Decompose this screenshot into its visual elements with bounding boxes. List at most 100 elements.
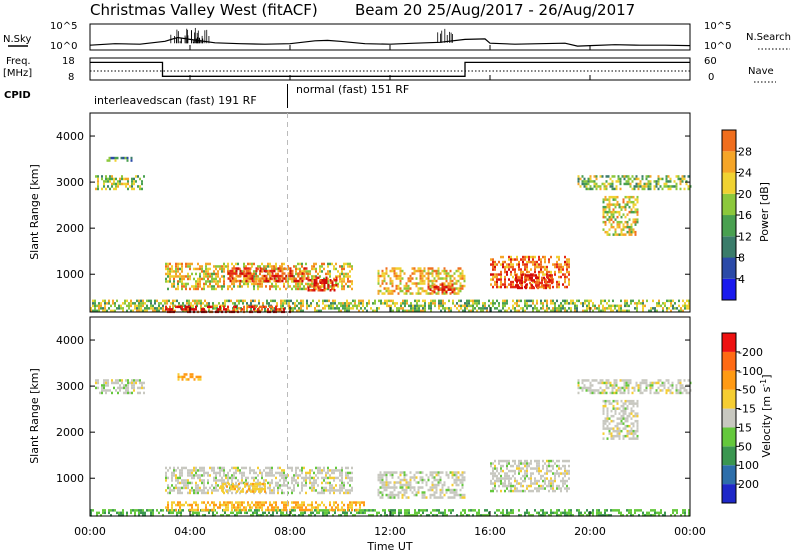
heatmap-cell	[309, 469, 311, 472]
heatmap-cell	[253, 262, 255, 266]
heatmap-cell	[252, 490, 254, 493]
heatmap-cell	[657, 177, 660, 181]
heatmap-cell	[528, 464, 530, 468]
heatmap-cell	[269, 481, 271, 485]
heatmap-cell	[568, 511, 570, 515]
heatmap-cell	[534, 482, 536, 485]
heatmap-cell	[492, 258, 494, 261]
heatmap-cell	[552, 511, 554, 515]
heatmap-cell	[504, 268, 506, 271]
heatmap-cell	[265, 471, 267, 475]
heatmap-cell	[144, 511, 146, 515]
heatmap-cell	[385, 478, 388, 482]
heatmap-cell	[341, 489, 343, 492]
heatmap-cell	[288, 299, 290, 303]
heatmap-cell	[492, 469, 494, 473]
heatmap-cell	[634, 511, 636, 515]
nave-tick-top: 60	[704, 56, 717, 67]
heatmap-cell	[649, 386, 652, 390]
heatmap-cell	[395, 267, 398, 270]
heatmap-cell	[417, 481, 420, 484]
heatmap-cell	[407, 284, 410, 288]
heatmap-cell	[344, 302, 346, 305]
heatmap-cell	[211, 484, 213, 487]
heatmap-cell	[332, 302, 334, 305]
heatmap-cell	[130, 302, 132, 305]
heatmap-cell	[667, 381, 670, 385]
heatmap-cell	[602, 210, 605, 214]
heatmap-cell	[387, 287, 390, 290]
heatmap-cell	[191, 308, 193, 311]
heatmap-cell	[203, 489, 205, 492]
heatmap-cell	[595, 187, 598, 191]
heatmap-cell	[328, 511, 330, 515]
heatmap-cell	[297, 484, 299, 487]
heatmap-cell	[410, 307, 412, 310]
heatmap-cell	[288, 514, 290, 517]
heatmap-cell	[167, 275, 169, 278]
heatmap-cell	[393, 481, 396, 484]
heatmap-cell	[427, 287, 430, 290]
heatmap-cell	[385, 289, 388, 293]
heatmap-cell	[281, 474, 283, 477]
heatmap-cell	[227, 270, 229, 273]
heatmap-cell	[542, 467, 544, 470]
heatmap-cell	[271, 471, 273, 475]
heatmap-cell	[626, 230, 629, 234]
heatmap-cell	[502, 511, 504, 515]
heatmap-cell	[292, 309, 294, 313]
heatmap-cell	[677, 389, 680, 392]
heatmap-cell	[634, 432, 637, 435]
heatmap-cell	[459, 481, 462, 484]
heatmap-cell	[589, 187, 592, 191]
heatmap-cell	[101, 177, 103, 181]
heatmap-cell	[284, 514, 286, 517]
heatmap-cell	[632, 205, 635, 209]
heatmap-cell	[630, 302, 632, 305]
heatmap-cell	[199, 474, 201, 477]
heatmap-cell	[614, 195, 617, 199]
heatmap-cell	[524, 255, 526, 259]
heatmap-cell	[142, 302, 144, 305]
heatmap-cell	[634, 203, 637, 206]
heatmap-cell	[201, 466, 203, 470]
heatmap-cell	[197, 476, 199, 480]
heatmap-cell	[317, 476, 319, 480]
heatmap-cell	[277, 272, 279, 276]
heatmap-cell	[656, 304, 658, 308]
heatmap-cell	[614, 429, 617, 433]
heatmap-cell	[267, 265, 269, 268]
heatmap-cell	[614, 203, 617, 206]
heatmap-cell	[187, 469, 189, 472]
heatmap-cell	[536, 307, 538, 310]
heatmap-cell	[661, 177, 664, 181]
heatmap-cell	[351, 287, 353, 291]
heatmap-cell	[536, 464, 538, 468]
heatmap-cell	[538, 487, 540, 490]
heatmap-cell	[217, 285, 219, 288]
heatmap-cell	[332, 304, 334, 308]
heatmap-cell	[620, 399, 623, 403]
heatmap-cell	[421, 481, 424, 484]
heatmap-cell	[262, 514, 264, 517]
heatmap-cell	[358, 302, 360, 305]
heatmap-cell	[282, 304, 284, 308]
heatmap-cell	[494, 268, 496, 271]
heatmap-cell	[331, 469, 333, 472]
heatmap-cell	[267, 308, 269, 311]
heatmap-cell	[630, 230, 633, 234]
heatmap-cell	[393, 488, 396, 492]
heatmap-cell	[393, 486, 396, 489]
heatmap-cell	[415, 471, 418, 474]
heatmap-cell	[540, 302, 542, 305]
heatmap-cell	[223, 308, 225, 311]
heatmap-cell	[97, 177, 99, 181]
heatmap-cell	[233, 265, 235, 268]
heatmap-cell	[152, 514, 154, 517]
heatmap-cell	[669, 180, 672, 183]
heatmap-cell	[383, 486, 386, 489]
heatmap-cell	[612, 434, 615, 438]
heatmap-cell	[201, 489, 203, 492]
heatmap-cell	[550, 511, 552, 515]
heatmap-cell	[538, 511, 540, 515]
